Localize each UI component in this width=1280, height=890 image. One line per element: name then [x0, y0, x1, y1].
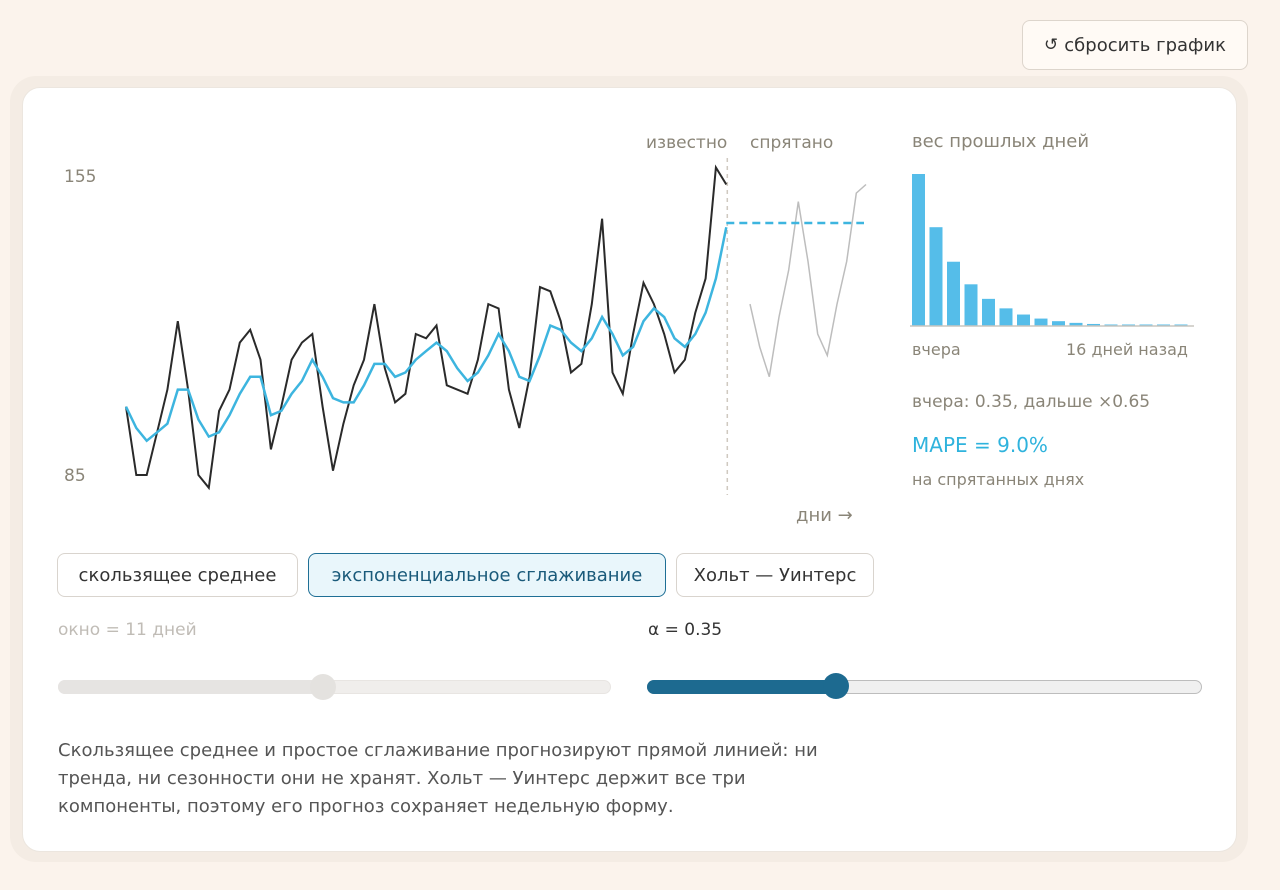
mape-subtitle: на спрятанных днях	[912, 470, 1085, 489]
weight-bar	[1034, 318, 1048, 326]
weight-bar	[947, 261, 960, 326]
weight-bar	[999, 308, 1013, 326]
tab-moving-average[interactable]: скользящее среднее	[57, 553, 298, 597]
reset-arrow-icon: ↺	[1044, 34, 1059, 55]
reset-chart-button[interactable]: ↺ сбросить график	[1022, 20, 1248, 70]
known-label: известно	[646, 133, 728, 153]
alpha-slider-fill	[647, 680, 836, 694]
weight-bar	[1087, 323, 1100, 326]
tab-exponential-smoothing[interactable]: экспоненциальное сглаживание	[308, 553, 666, 597]
weights-title: вес прошлых дней	[912, 131, 1090, 152]
window-label: окно = 11 дней	[58, 620, 197, 640]
days-axis-label: дни →	[796, 505, 853, 526]
weight-bar	[982, 298, 995, 326]
window-slider-fill	[58, 680, 324, 694]
hidden-actual-line	[749, 183, 867, 378]
weight-bar	[912, 174, 925, 326]
hidden-label: спрятано	[750, 133, 834, 153]
weight-bar	[1052, 321, 1065, 326]
alpha-slider-knob[interactable]	[822, 673, 849, 699]
y-max-label: 155	[64, 167, 97, 187]
actual-series-line	[125, 164, 728, 491]
main-card	[22, 87, 1237, 852]
weight-bar	[964, 284, 978, 326]
weight-bar	[1069, 322, 1083, 326]
mape-value: MAPE = 9.0%	[912, 433, 1048, 457]
window-slider-knob[interactable]	[310, 674, 337, 700]
alpha-label: α = 0.35	[648, 620, 723, 640]
decay-text: вчера: 0.35, дальше ×0.65	[912, 392, 1151, 412]
reset-chart-label: сбросить график	[1064, 34, 1226, 56]
weight-bar	[929, 227, 943, 326]
weights-right-label: 16 дней назад	[1066, 340, 1188, 359]
tab-holt-winters[interactable]: Хольт — Уинтерс	[676, 553, 874, 597]
weights-left-label: вчера	[912, 340, 961, 359]
weight-bar	[1017, 314, 1030, 326]
description-text: Скользящее среднее и простое сглаживание…	[58, 740, 818, 817]
y-min-label: 85	[64, 466, 86, 486]
smoothed-series-line	[124, 227, 728, 443]
